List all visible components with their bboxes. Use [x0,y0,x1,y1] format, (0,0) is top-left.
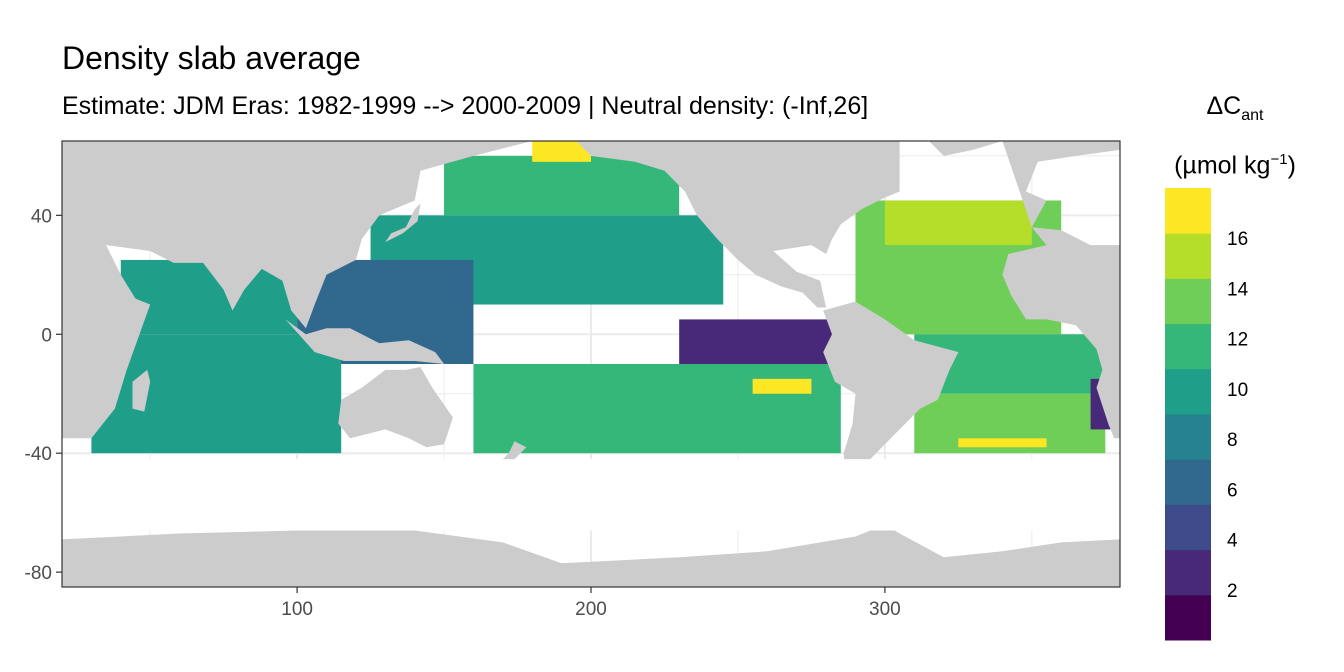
y-axis: 40 0 -40 -80 [25,206,62,584]
legend-title-sub: ant [1241,107,1264,124]
region-cell [444,155,680,216]
legend-step [1165,459,1211,505]
region-cell [120,259,298,335]
legend-step [1165,188,1211,234]
legend-step [1165,504,1211,551]
y-tick-label: -80 [25,563,52,584]
region-cell [958,438,1047,448]
legend-break-label: 14 [1227,279,1249,300]
legend-step [1165,414,1211,460]
legend-step [1165,594,1211,641]
legend-step [1165,278,1211,325]
region-cell [752,378,812,394]
legend-break-label: 6 [1227,480,1238,501]
land-polygon [338,367,453,448]
legend-title: ΔCant (µmol kg−1) [1150,84,1320,187]
y-tick-label: 0 [41,325,52,346]
legend-unit-prefix: (µmol kg [1174,151,1271,180]
x-tick-label: 100 [281,599,313,620]
land-polygon [1002,227,1120,439]
y-tick-label: 40 [31,206,52,227]
legend-unit-suffix: ) [1287,151,1296,180]
region-cell [473,364,841,454]
land-polygon [1002,141,1120,228]
land-mask [62,141,1120,587]
chart-subtitle: Estimate: JDM Eras: 1982-1999 --> 2000-2… [62,92,869,120]
legend-step [1165,549,1211,596]
plot-panel [61,140,1121,588]
land-polygon [132,369,151,412]
legend-step [1165,233,1211,279]
land-polygon [576,141,900,308]
land-polygon [385,203,421,243]
legend-title-main: ΔC [1206,92,1242,120]
land-polygon [823,301,959,498]
legend-step [1165,323,1211,370]
y-tick-label: -40 [25,444,52,465]
land-polygon [285,319,445,364]
ocean-field [91,141,1115,454]
land-polygon [62,524,1120,587]
legend-break-label: 12 [1227,330,1248,351]
x-tick-label: 200 [575,599,607,620]
legend-step [1165,368,1211,415]
legend-break-label: 16 [1227,229,1248,250]
x-tick-label: 300 [869,599,901,620]
land-polygon [929,141,1003,156]
legend-break-label: 2 [1227,581,1238,602]
legend-unit-sup: −1 [1270,151,1288,168]
legend-break-label: 10 [1227,380,1248,401]
chart-title: Density slab average [62,40,361,76]
legend-break-label: 4 [1227,531,1238,552]
land-polygon [62,141,533,439]
no-data-band [62,459,1120,531]
region-cell [532,141,591,162]
region-cell [884,200,1032,246]
color-legend: 2 4 6 8 10 12 14 16 [1165,188,1249,641]
legend-break-label: 8 [1227,430,1238,451]
x-axis: 100 200 300 [281,587,901,620]
